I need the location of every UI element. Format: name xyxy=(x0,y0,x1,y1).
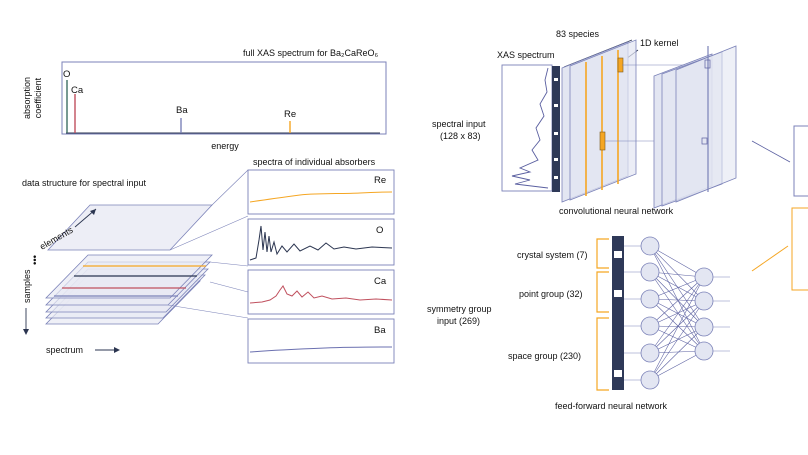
panel-ca-label: Ca xyxy=(374,276,387,287)
xas-xlabel: energy xyxy=(211,141,239,151)
input-node-1 xyxy=(640,236,660,256)
space-group-bracket xyxy=(596,317,609,391)
ffnn-input-bar xyxy=(612,236,624,390)
layer-top xyxy=(47,204,213,251)
spectrum-ba xyxy=(249,346,393,353)
ffnn-diagram: symmetry group input (269) crystal syste… xyxy=(427,207,808,411)
crystal-system-label: crystal system (7) xyxy=(517,250,588,260)
panel-ba xyxy=(247,318,395,364)
connector-1 xyxy=(211,169,249,206)
cnn-output-link xyxy=(751,140,791,163)
xas-input-box xyxy=(501,64,553,192)
cnn-input-label-2: (128 x 83) xyxy=(440,131,481,141)
hidden-node-1 xyxy=(694,267,714,287)
cnn-output-box xyxy=(793,125,808,197)
ffnn-input-label-2: input (269) xyxy=(437,316,480,326)
cnn-species-label: 83 species xyxy=(556,29,600,39)
connector-2 xyxy=(169,215,249,251)
ffnn-input-label-1: symmetry group xyxy=(427,304,492,314)
ffnn-output-link xyxy=(751,245,789,272)
peak-label-ba: Ba xyxy=(176,105,188,116)
hidden-node-4 xyxy=(694,341,714,361)
spectrum-ca xyxy=(249,285,393,304)
cnn-diagram: 83 species XAS spectrum 1D kernel spectr… xyxy=(432,29,808,216)
xas-spectrum-panel: full XAS spectrum for Ba₂CaReO₆ absorpti… xyxy=(22,48,387,151)
input-node-4 xyxy=(640,316,660,336)
panel-re-label: Re xyxy=(374,175,386,186)
cnn-kernel-label: 1D kernel xyxy=(640,38,679,48)
kernel-box-mid xyxy=(599,131,606,151)
point-group-label: point group (32) xyxy=(519,289,583,299)
hidden-node-2 xyxy=(694,291,714,311)
connector-5 xyxy=(209,281,249,293)
xas-input-curve xyxy=(511,67,549,189)
ffnn-output-links xyxy=(713,276,730,352)
samples-arrowhead xyxy=(23,329,29,335)
cnn-xas-label: XAS spectrum xyxy=(497,50,555,60)
spectrum-arrowhead xyxy=(114,347,120,353)
spectrum-re xyxy=(249,191,393,203)
elements-arrowhead xyxy=(90,209,96,215)
data-structure-diagram: data structure for spectral input elemen… xyxy=(22,169,249,355)
ffnn-input-cell-1 xyxy=(614,251,622,258)
absorbers-title: spectra of individual absorbers xyxy=(253,157,376,167)
encoding-bar xyxy=(552,66,560,192)
xas-panel-title: full XAS spectrum for Ba₂CaReO₆ xyxy=(243,48,379,58)
input-node-2 xyxy=(640,262,660,282)
panel-o xyxy=(247,218,395,266)
xas-ylabel-2: coefficient xyxy=(33,77,43,118)
hidden-node-3 xyxy=(694,317,714,337)
feature-cell-top xyxy=(704,59,711,69)
panel-ba-label: Ba xyxy=(374,325,386,336)
xas-ylabel-1: absorption xyxy=(22,77,32,119)
data-structure-title: data structure for spectral input xyxy=(22,178,147,188)
encoding-cell-1 xyxy=(554,78,558,81)
spectrum-o xyxy=(249,225,393,261)
feature-cell-mid xyxy=(701,137,708,145)
connector-3 xyxy=(209,261,249,267)
ffnn-connections xyxy=(649,245,705,381)
connector-4 xyxy=(167,304,249,319)
point-group-bracket xyxy=(596,271,609,313)
cnn-caption: convolutional neural network xyxy=(559,206,674,216)
ffnn-input-links xyxy=(624,245,641,381)
cnn-input-label-1: spectral input xyxy=(432,119,486,129)
encoding-cell-5 xyxy=(554,176,558,179)
input-node-6 xyxy=(640,370,660,390)
encoding-cell-3 xyxy=(554,132,558,135)
feature-slab-3 xyxy=(675,45,737,203)
space-group-label: space group (230) xyxy=(508,351,581,361)
encoding-cell-4 xyxy=(554,158,558,161)
samples-ellipsis: ••• xyxy=(30,255,41,265)
peak-label-o: O xyxy=(63,69,70,80)
ffnn-output-box xyxy=(791,207,808,291)
samples-label: samples xyxy=(22,269,32,303)
ffnn-input-cell-3 xyxy=(614,370,622,377)
input-node-3 xyxy=(640,289,660,309)
panel-o-label: O xyxy=(376,225,383,236)
absorber-spectra: spectra of individual absorbers Re O Ca … xyxy=(247,157,395,364)
peak-label-re: Re xyxy=(284,109,296,120)
crystal-system-bracket xyxy=(596,238,609,269)
peak-label-ca: Ca xyxy=(71,85,84,96)
input-node-5 xyxy=(640,343,660,363)
xas-panel-frame xyxy=(61,61,387,135)
panel-ca xyxy=(247,269,395,315)
input-slab-back xyxy=(569,39,637,201)
ffnn-caption: feed-forward neural network xyxy=(555,401,668,411)
encoding-cell-2 xyxy=(554,104,558,107)
spectrum-label: spectrum xyxy=(46,345,83,355)
ffnn-input-cell-2 xyxy=(614,290,622,297)
